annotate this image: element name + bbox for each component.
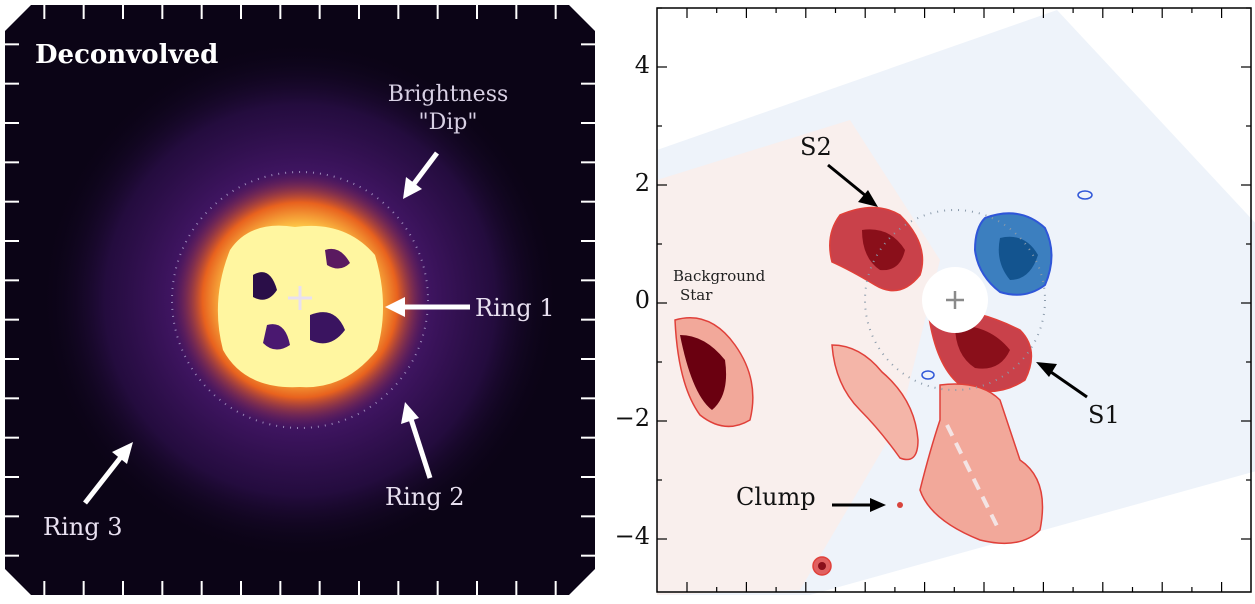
ring3-arrow	[83, 442, 133, 505]
y-tick-label: 4	[635, 51, 650, 79]
small-negative-contour	[921, 370, 935, 380]
bottom-spot-core	[818, 562, 826, 570]
ring2-label: Ring 2	[385, 483, 464, 511]
ring3-label: Ring 3	[43, 513, 122, 541]
clump-arrow	[832, 498, 886, 512]
y-tick-label: −4	[615, 522, 650, 550]
dotted-ring-circle	[864, 209, 1046, 391]
s2-label: S2	[800, 133, 832, 161]
corner-mark	[569, 5, 595, 31]
ring1-label: Ring 1	[475, 294, 554, 322]
corner-mark	[5, 569, 31, 595]
center-cross	[288, 286, 312, 310]
right-panel: 4 2 0 −2 −4 S2 S1 Background Star Clump	[600, 0, 1255, 600]
southern-extended-region	[919, 383, 1044, 545]
clump-label: Clump	[736, 483, 816, 511]
clump-marker	[897, 502, 903, 508]
center-cross	[946, 291, 964, 309]
diagonal-region	[831, 344, 919, 461]
residual-map: 4 2 0 −2 −4 S2 S1 Background Star Clump	[615, 7, 1255, 595]
axis-ticks	[657, 7, 1251, 592]
dip-label-line2: "Dip"	[419, 110, 478, 135]
s2-arrow	[827, 163, 878, 207]
s1-core	[955, 325, 1010, 369]
left-panel: Deconvolved Brightness "Dip" Ring 1 Ring…	[5, 5, 595, 595]
deconvolved-image: Deconvolved Brightness "Dip" Ring 1 Ring…	[5, 5, 595, 595]
s1-arrow	[1036, 362, 1088, 399]
y-tick-label: 2	[635, 169, 650, 197]
core-dark-patch	[325, 248, 350, 269]
dotted-ring-circle	[171, 171, 429, 429]
panel-title: Deconvolved	[35, 40, 218, 70]
corner-mark	[569, 569, 595, 595]
background-star-label-line1: Background	[673, 267, 766, 285]
dip-label-line1: Brightness	[388, 82, 509, 107]
core-dark-patch	[253, 272, 277, 300]
y-tick-label: 0	[635, 286, 650, 314]
ring1-arrow	[385, 297, 470, 317]
y-tick-label: −2	[615, 404, 650, 432]
ring2-arrow	[401, 402, 433, 479]
background-star-core	[680, 335, 727, 410]
background-star-label-line2: Star	[680, 286, 713, 304]
frame-ticks	[5, 5, 595, 595]
s2-core	[862, 229, 905, 271]
dip-arrow	[403, 151, 439, 199]
negative-blob-core	[998, 236, 1038, 280]
corner-mark	[5, 5, 31, 31]
s1-label: S1	[1088, 401, 1120, 429]
small-negative-contour	[1077, 190, 1093, 200]
core-dark-patch	[310, 312, 345, 344]
core-dark-patch	[263, 324, 290, 350]
